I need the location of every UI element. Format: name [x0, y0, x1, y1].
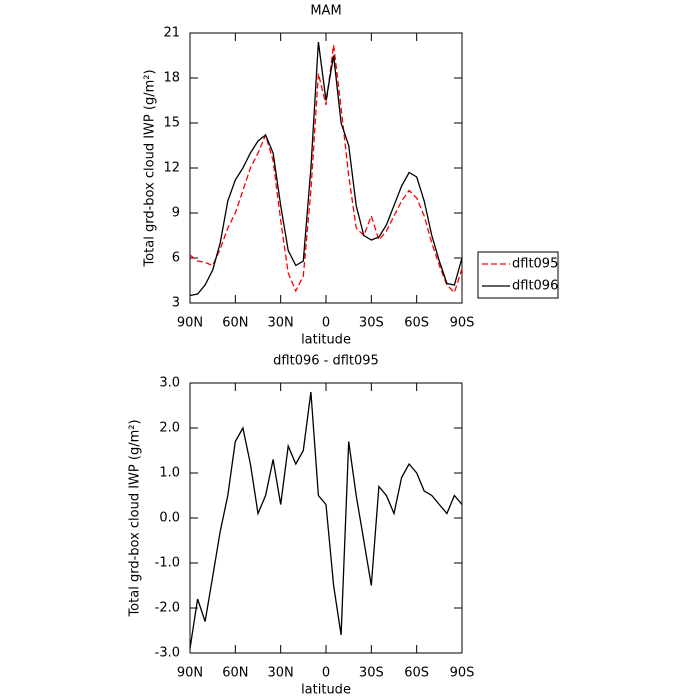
- y-axis-label: Total grd-box cloud IWP (g/m²): [143, 69, 158, 267]
- y-tick-label: -1.0: [155, 556, 180, 571]
- plot-frame: [189, 382, 463, 654]
- y-tick-label: 21: [163, 26, 180, 41]
- data-line: [189, 391, 463, 649]
- y-tick-label: 12: [163, 161, 180, 176]
- legend-label: dflt096: [512, 279, 558, 294]
- y-tick-label: 18: [163, 71, 180, 86]
- x-tick-label: 30S: [359, 666, 384, 681]
- y-tick-label: 1.0: [159, 466, 180, 481]
- x-tick-label: 90N: [177, 316, 203, 331]
- y-tick-label: 0.0: [159, 511, 180, 526]
- x-tick-label: 0: [322, 666, 330, 681]
- x-tick-label: 90N: [177, 666, 203, 681]
- x-tick-label: 90S: [450, 316, 475, 331]
- x-tick-label: 30N: [268, 316, 294, 331]
- x-tick-label: 60N: [222, 666, 248, 681]
- x-tick-label: 90S: [450, 666, 475, 681]
- y-tick-label: -2.0: [155, 601, 180, 616]
- y-tick-label: 3.0: [159, 376, 180, 391]
- x-axis-label: latitude: [301, 333, 351, 348]
- y-tick-label: -3.0: [155, 646, 180, 661]
- x-tick-label: 0: [322, 316, 330, 331]
- y-tick-label: 6: [172, 251, 180, 266]
- x-tick-label: 30N: [268, 666, 294, 681]
- chart-title: dflt096 - dflt095: [273, 354, 379, 369]
- legend-label: dflt095: [512, 257, 558, 272]
- x-tick-label: 60S: [404, 666, 429, 681]
- chart-title: MAM: [310, 4, 341, 19]
- y-axis-label: Total grd-box cloud IWP (g/m²): [128, 419, 143, 617]
- y-tick-label: 2.0: [159, 421, 180, 436]
- x-tick-label: 60S: [404, 316, 429, 331]
- x-tick-label: 30S: [359, 316, 384, 331]
- y-tick-label: 3: [172, 296, 180, 311]
- x-axis-label: latitude: [301, 683, 351, 698]
- plot-frame: [189, 32, 463, 304]
- y-tick-label: 15: [163, 116, 180, 131]
- legend-box: [477, 251, 559, 299]
- data-line: [189, 41, 463, 297]
- x-tick-label: 60N: [222, 316, 248, 331]
- y-tick-label: 9: [172, 206, 180, 221]
- data-line: [189, 44, 463, 294]
